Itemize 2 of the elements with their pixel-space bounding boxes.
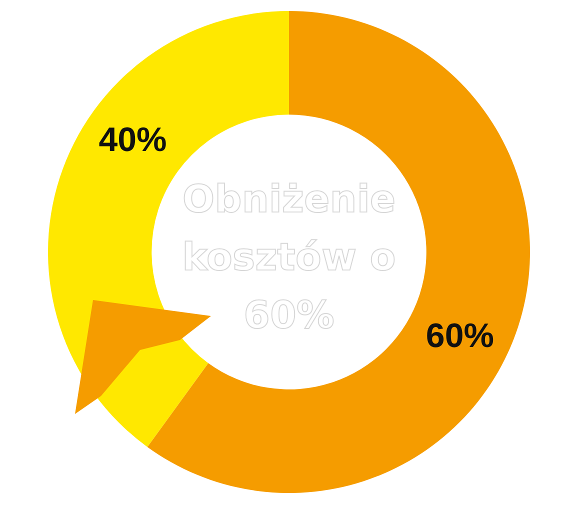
data-label: 40%: [98, 121, 167, 160]
data-label: 60%: [426, 316, 494, 355]
